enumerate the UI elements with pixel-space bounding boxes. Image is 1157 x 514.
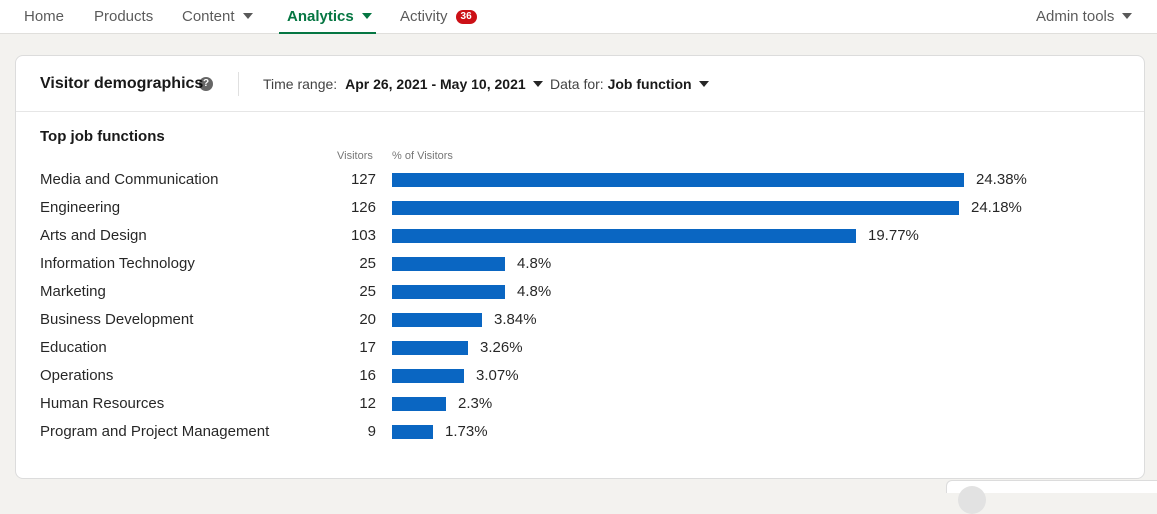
card-header: Visitor demographics ? Time range: Apr 2…: [16, 56, 1144, 112]
data-for-value: Job function: [607, 76, 692, 92]
job-function-label: Education: [40, 339, 107, 356]
admin-tools-label: Admin tools: [1036, 8, 1115, 25]
time-range-label: Time range:: [263, 76, 338, 92]
job-function-label: Media and Communication: [40, 171, 219, 188]
job-function-label: Human Resources: [40, 395, 165, 412]
visitor-demographics-card: Visitor demographics ? Time range: Apr 2…: [15, 55, 1145, 479]
percent-label: 4.8%: [517, 283, 552, 300]
percent-label: 19.77%: [868, 227, 919, 244]
list-item: Information Technology 25 4.8%: [16, 250, 1144, 278]
percent-column-header: % of Visitors: [392, 150, 453, 162]
list-item: Operations 16 3.07%: [16, 362, 1144, 390]
nav-item-label: Analytics: [287, 8, 354, 25]
percent-label: 24.18%: [971, 199, 1022, 216]
percent-bar: [392, 397, 446, 411]
card-title: Visitor demographics: [40, 75, 204, 92]
job-function-label: Information Technology: [40, 255, 195, 272]
percent-label: 4.8%: [517, 255, 552, 272]
nav-item-activity[interactable]: Activity 36: [400, 0, 477, 34]
visitor-count: 25: [359, 283, 376, 300]
data-for-label: Data for:: [550, 76, 604, 92]
job-function-label: Engineering: [40, 199, 121, 216]
percent-bar: [392, 369, 464, 383]
visitors-column-header: Visitors: [337, 150, 373, 162]
time-range-dropdown[interactable]: Time range: Apr 26, 2021 - May 10, 2021: [263, 76, 543, 92]
job-function-label: Program and Project Management: [40, 423, 270, 440]
visitor-count: 126: [350, 199, 376, 216]
percent-label: 2.3%: [458, 395, 493, 412]
nav-item-content[interactable]: Content: [182, 0, 253, 34]
visitor-count: 16: [359, 367, 376, 384]
percent-label: 3.07%: [476, 367, 519, 384]
nav-item-label: Home: [24, 8, 65, 25]
list-item: Marketing 25 4.8%: [16, 278, 1144, 306]
job-function-label: Marketing: [40, 283, 106, 300]
percent-bar: [392, 201, 959, 215]
list-item: Business Development 20 3.84%: [16, 306, 1144, 334]
list-item: Engineering 126 24.18%: [16, 194, 1144, 222]
visitor-count: 20: [359, 311, 376, 328]
job-function-label: Operations: [40, 367, 114, 384]
caret-down-icon: [242, 13, 253, 19]
visitor-count: 17: [359, 339, 376, 356]
list-item: Program and Project Management 9 1.73%: [16, 418, 1144, 446]
list-item: Human Resources 12 2.3%: [16, 390, 1144, 418]
caret-down-icon: [361, 13, 372, 19]
visitor-count: 127: [350, 171, 376, 188]
percent-label: 3.26%: [480, 339, 523, 356]
percent-bar: [392, 285, 505, 299]
visitor-count: 25: [359, 255, 376, 272]
notification-badge: 36: [455, 10, 477, 24]
percent-bar: [392, 425, 433, 439]
visitor-count: 9: [367, 423, 376, 440]
data-for-dropdown[interactable]: Data for: Job function: [550, 76, 709, 92]
job-function-label: Business Development: [40, 311, 194, 328]
caret-down-icon: [698, 81, 709, 87]
visitor-count: 12: [359, 395, 376, 412]
messaging-widget[interactable]: [946, 480, 1157, 493]
nav-item-products[interactable]: Products: [94, 0, 153, 34]
list-item: Media and Communication 127 24.38%: [16, 166, 1144, 194]
percent-bar: [392, 257, 505, 271]
caret-down-icon: [532, 81, 543, 87]
percent-bar: [392, 313, 482, 327]
header-divider: [238, 72, 239, 96]
percent-label: 24.38%: [976, 171, 1027, 188]
nav-item-home[interactable]: Home: [24, 0, 64, 34]
help-icon[interactable]: ?: [199, 77, 213, 91]
nav-item-analytics[interactable]: Analytics: [287, 0, 372, 34]
list-item: Arts and Design 103 19.77%: [16, 222, 1144, 250]
time-range-value: Apr 26, 2021 - May 10, 2021: [345, 76, 526, 92]
caret-down-icon: [1122, 13, 1133, 19]
percent-bar: [392, 229, 856, 243]
top-nav: Home Products Content Analytics Activity…: [0, 0, 1157, 34]
nav-item-label: Products: [94, 8, 154, 25]
section-title: Top job functions: [40, 128, 165, 145]
percent-bar: [392, 173, 964, 187]
list-item: Education 17 3.26%: [16, 334, 1144, 362]
percent-bar: [392, 341, 468, 355]
admin-tools-menu[interactable]: Admin tools: [1036, 0, 1133, 34]
percent-label: 1.73%: [445, 423, 488, 440]
avatar[interactable]: [958, 486, 986, 514]
percent-label: 3.84%: [494, 311, 537, 328]
active-tab-indicator: [279, 32, 376, 34]
job-function-label: Arts and Design: [40, 227, 147, 244]
nav-item-label: Content: [182, 8, 235, 25]
nav-item-label: Activity: [400, 8, 448, 25]
visitor-count: 103: [350, 227, 376, 244]
